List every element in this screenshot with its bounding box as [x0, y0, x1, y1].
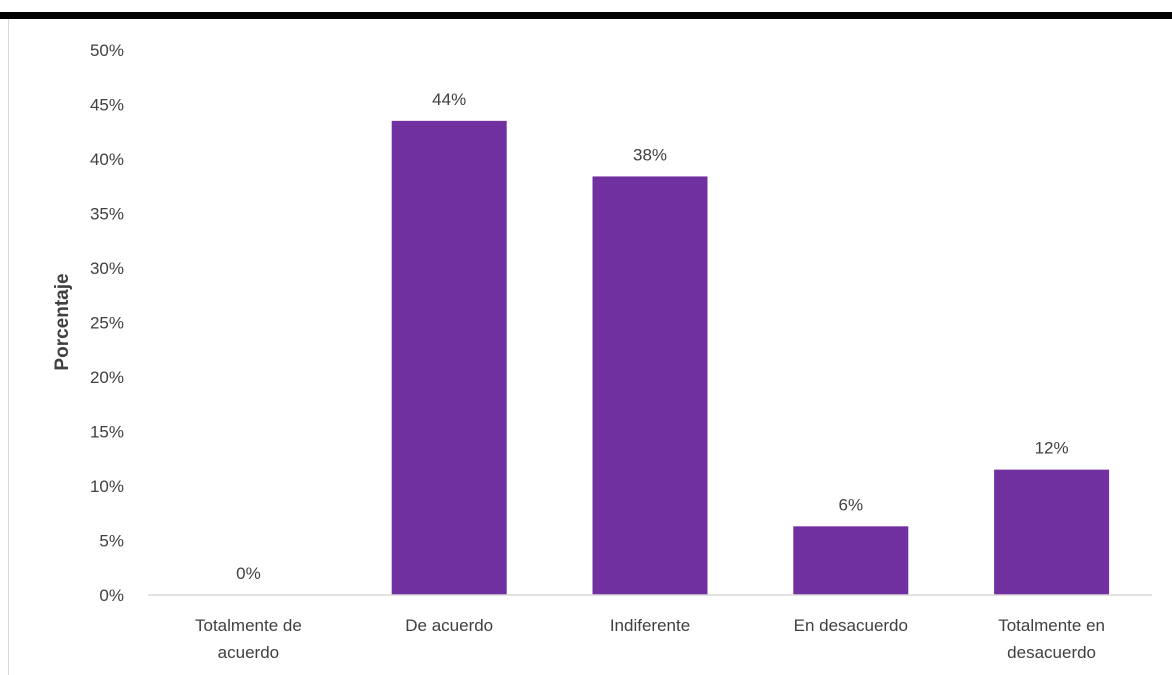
bars — [391, 120, 1110, 595]
x-axis-categories: Totalmente de acuerdo De acuerdo Indiferent… — [195, 616, 1105, 662]
y-axis-label: Porcentaje — [52, 273, 73, 370]
data-label: 0% — [236, 564, 261, 583]
top-border — [0, 12, 1172, 19]
data-labels: 0% 44% 38% 6% 12% — [236, 90, 1069, 583]
y-tick-label: 40% — [90, 150, 124, 169]
x-category-label: Totalmente en — [998, 616, 1105, 635]
y-tick-label: 15% — [90, 423, 124, 442]
y-tick-label: 35% — [90, 205, 124, 224]
data-label: 38% — [633, 145, 667, 164]
data-label: 6% — [839, 495, 864, 514]
bar — [592, 176, 708, 595]
y-tick-label: 50% — [90, 41, 124, 60]
y-tick-label: 25% — [90, 314, 124, 333]
y-axis-ticks: 0% 5% 10% 15% 20% 25% 30% 35% 40% 45% 50% — [90, 41, 124, 605]
bar — [391, 120, 507, 595]
x-category-label: De acuerdo — [405, 616, 493, 635]
x-category-label: Indiferente — [610, 616, 690, 635]
x-category-label: Totalmente de — [195, 616, 302, 635]
bar — [793, 526, 909, 595]
data-label: 12% — [1035, 439, 1069, 458]
y-tick-label: 10% — [90, 477, 124, 496]
x-category-label: acuerdo — [218, 643, 279, 662]
y-tick-label: 30% — [90, 259, 124, 278]
y-tick-label: 45% — [90, 96, 124, 115]
y-tick-label: 5% — [99, 532, 124, 551]
data-label: 44% — [432, 90, 466, 109]
left-border — [8, 19, 9, 675]
y-tick-label: 0% — [99, 586, 124, 605]
x-category-label: desacuerdo — [1007, 643, 1096, 662]
bar — [994, 469, 1110, 595]
x-category-label: En desacuerdo — [794, 616, 908, 635]
y-tick-label: 20% — [90, 368, 124, 387]
